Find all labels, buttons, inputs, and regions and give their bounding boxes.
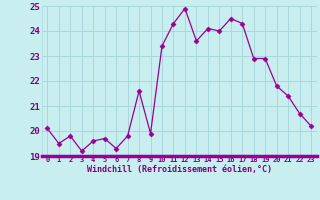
X-axis label: Windchill (Refroidissement éolien,°C): Windchill (Refroidissement éolien,°C) [87,165,272,174]
